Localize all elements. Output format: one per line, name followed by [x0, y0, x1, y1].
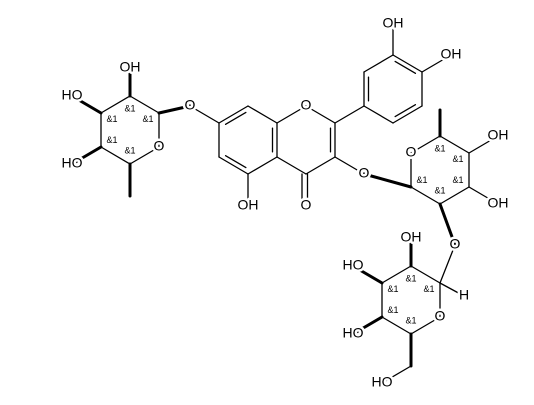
bond: [351, 264, 384, 285]
bond: [100, 95, 131, 114]
bond: [421, 54, 452, 73]
atom-label: O: [154, 138, 165, 154]
bonds: [70, 23, 499, 384]
bond: [468, 186, 499, 205]
bond: [334, 105, 365, 124]
stereo-label: &1: [107, 135, 118, 145]
bond: [70, 145, 103, 166]
bond: [392, 105, 423, 124]
bond: [224, 154, 247, 169]
bond: [224, 111, 247, 126]
atom-label: OH: [120, 59, 141, 75]
stereo-label: &1: [388, 284, 399, 294]
atom-label: OH: [441, 46, 462, 62]
stereo-label: &1: [124, 145, 135, 155]
bond: [70, 94, 103, 115]
stereo-label: &1: [107, 114, 118, 124]
stereo-label: &1: [452, 154, 463, 164]
bond: [381, 365, 412, 384]
bond: [439, 135, 470, 154]
bond: [218, 105, 249, 124]
stereo-label: &1: [405, 315, 416, 325]
bond: [362, 172, 413, 189]
bond: [247, 156, 278, 175]
bond: [410, 186, 441, 205]
stereo-label: &1: [452, 175, 463, 185]
atom-label: HO: [343, 257, 364, 273]
bond: [438, 202, 457, 247]
atom-label: O: [435, 308, 446, 324]
atom-label: OH: [238, 197, 259, 213]
bond: [394, 60, 417, 75]
bond: [129, 146, 160, 165]
atom-label: O: [406, 144, 417, 160]
stereo-label: &1: [388, 305, 399, 315]
bond: [468, 135, 499, 154]
bond: [392, 54, 423, 73]
bond: [157, 104, 192, 115]
atom-label: O: [359, 165, 370, 181]
stereo-label: &1: [423, 284, 434, 294]
bond: [276, 105, 307, 124]
atom-label: H: [459, 287, 469, 303]
bond: [189, 105, 220, 124]
atom-label: HO: [343, 325, 364, 341]
bond: [363, 54, 394, 73]
stereo-label: &1: [434, 143, 445, 153]
bond: [334, 156, 365, 175]
atom-label: OH: [401, 229, 422, 245]
bond: [381, 265, 412, 284]
atom-label: OH: [488, 195, 509, 211]
bond: [439, 186, 470, 205]
atom-label: O: [185, 97, 196, 113]
bond: [129, 95, 160, 114]
atom-label: HO: [372, 374, 393, 390]
atom-label: O: [450, 236, 461, 252]
atom-label: O: [301, 97, 312, 113]
bond: [439, 282, 465, 297]
atom-label: O: [301, 197, 312, 213]
stereo-label: &1: [434, 185, 445, 195]
bond: [410, 265, 441, 284]
stereo-label: &1: [417, 175, 428, 185]
bond: [439, 244, 456, 284]
atom-label: OH: [488, 127, 509, 143]
stereo-label: &1: [405, 273, 416, 283]
bond: [410, 316, 441, 335]
bond: [351, 315, 384, 336]
atom-label: HO: [62, 87, 83, 103]
stereo-label: &1: [142, 114, 153, 124]
bond: [218, 156, 249, 175]
bond: [100, 146, 131, 165]
bond: [410, 135, 441, 154]
bond: [247, 105, 278, 124]
bond: [276, 156, 307, 175]
bond: [305, 105, 336, 124]
stereo-label: &1: [124, 103, 135, 113]
bond: [394, 103, 417, 118]
atom-label: OH: [383, 15, 404, 31]
bond: [305, 156, 336, 175]
atom-label: HO: [62, 155, 83, 171]
bond: [363, 105, 394, 124]
bond: [381, 316, 412, 335]
